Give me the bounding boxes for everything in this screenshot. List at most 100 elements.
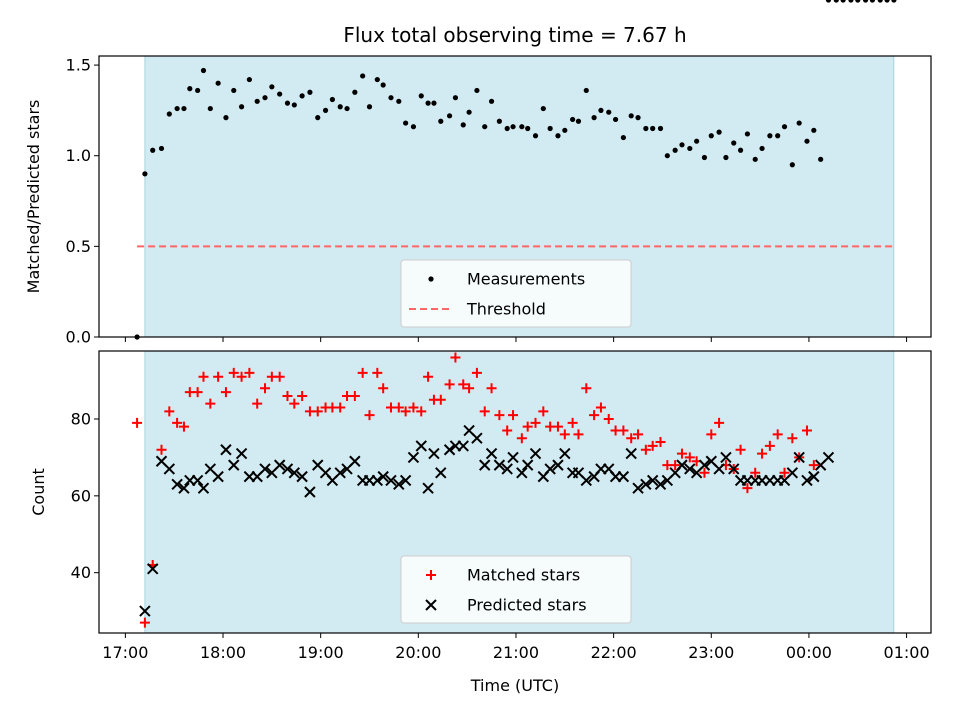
- data-point: [525, 125, 531, 132]
- x-tick-label: 01:00: [884, 643, 930, 662]
- legend-threshold-label: Threshold: [466, 300, 546, 319]
- chart-title: Flux total observing time = 7.67 h: [343, 23, 686, 47]
- data-point: [684, 452, 695, 463]
- data-point: [335, 402, 346, 413]
- matched-stars-series: [132, 353, 819, 628]
- data-point: [595, 402, 606, 413]
- data-point: [591, 115, 597, 121]
- data-point: [228, 367, 239, 378]
- data-point: [676, 448, 687, 459]
- data-point: [701, 154, 708, 161]
- data-point: [737, 147, 744, 153]
- data-point: [371, 474, 384, 487]
- data-point: [471, 367, 482, 378]
- data-point: [708, 133, 714, 139]
- data-point: [479, 459, 491, 471]
- y-tick-label: 1.0: [66, 146, 91, 165]
- data-point: [485, 447, 498, 460]
- data-point: [752, 156, 758, 162]
- data-point: [197, 482, 210, 494]
- data-point: [532, 133, 539, 139]
- x-tick-label: 18:00: [200, 643, 246, 662]
- data-point: [296, 470, 308, 483]
- data-point: [640, 478, 652, 491]
- data-point: [393, 402, 404, 413]
- data-point: [723, 154, 729, 161]
- data-point: [848, 0, 854, 3]
- data-point: [744, 131, 751, 137]
- data-point: [466, 109, 472, 115]
- data-point: [352, 89, 358, 95]
- data-point: [796, 120, 802, 126]
- x-tick-label: 21:00: [493, 643, 539, 662]
- data-point: [516, 467, 528, 479]
- data-point: [228, 459, 240, 471]
- data-point: [223, 115, 229, 121]
- data-point: [172, 417, 183, 428]
- data-point: [425, 100, 431, 106]
- data-point: [212, 470, 224, 483]
- data-point: [598, 107, 604, 113]
- data-point: [808, 460, 819, 471]
- data-point: [220, 444, 232, 456]
- data-point: [231, 87, 237, 94]
- data-point: [764, 440, 775, 451]
- data-point: [315, 115, 321, 121]
- data-point: [385, 474, 397, 487]
- data-point: [374, 76, 380, 83]
- data-point: [380, 82, 386, 88]
- data-point: [299, 93, 305, 99]
- data-point: [884, 0, 890, 3]
- data-point: [643, 125, 649, 132]
- data-point: [676, 459, 688, 471]
- ratio-y-axis-label: Matched/Predicted stars: [24, 100, 43, 294]
- data-point: [716, 129, 722, 135]
- data-point: [396, 98, 402, 104]
- count-legend: Matched stars Predicted stars: [400, 555, 632, 624]
- data-point: [687, 145, 693, 152]
- legend-predicted-marker: [425, 599, 437, 611]
- data-point: [418, 93, 424, 99]
- data-point: [254, 98, 260, 104]
- x-tick-label: 17:00: [102, 643, 148, 662]
- data-point: [779, 467, 790, 478]
- data-point: [529, 447, 542, 460]
- data-point: [654, 478, 667, 491]
- data-point: [297, 390, 308, 401]
- data-point: [580, 474, 592, 487]
- data-point: [552, 421, 563, 432]
- data-point: [818, 156, 824, 162]
- data-point: [464, 383, 475, 394]
- data-point: [502, 425, 513, 436]
- data-point: [262, 95, 268, 101]
- data-point: [435, 467, 447, 479]
- data-point: [742, 483, 753, 494]
- data-point: [694, 138, 700, 144]
- data-point: [284, 100, 291, 106]
- data-point: [664, 153, 670, 159]
- count-y-axis-label: Count: [29, 468, 48, 516]
- data-point: [804, 138, 810, 144]
- data-point: [575, 118, 582, 124]
- data-point: [410, 124, 417, 130]
- data-point: [735, 444, 746, 455]
- count-series: [132, 353, 835, 628]
- data-point: [142, 171, 148, 177]
- legend-measurements-marker: [428, 276, 434, 282]
- data-point: [787, 433, 798, 444]
- data-point: [570, 116, 576, 123]
- data-point: [215, 80, 221, 86]
- data-point: [757, 448, 768, 459]
- x-tick-label: 20:00: [395, 643, 441, 662]
- data-point: [246, 76, 252, 83]
- data-point: [562, 127, 568, 133]
- data-point: [164, 406, 175, 417]
- data-point: [378, 383, 389, 394]
- data-point: [540, 105, 546, 112]
- data-point: [282, 390, 293, 401]
- data-point: [205, 398, 216, 409]
- data-point: [672, 147, 678, 153]
- data-point: [482, 124, 488, 130]
- data-point: [428, 447, 440, 460]
- data-point: [767, 133, 773, 139]
